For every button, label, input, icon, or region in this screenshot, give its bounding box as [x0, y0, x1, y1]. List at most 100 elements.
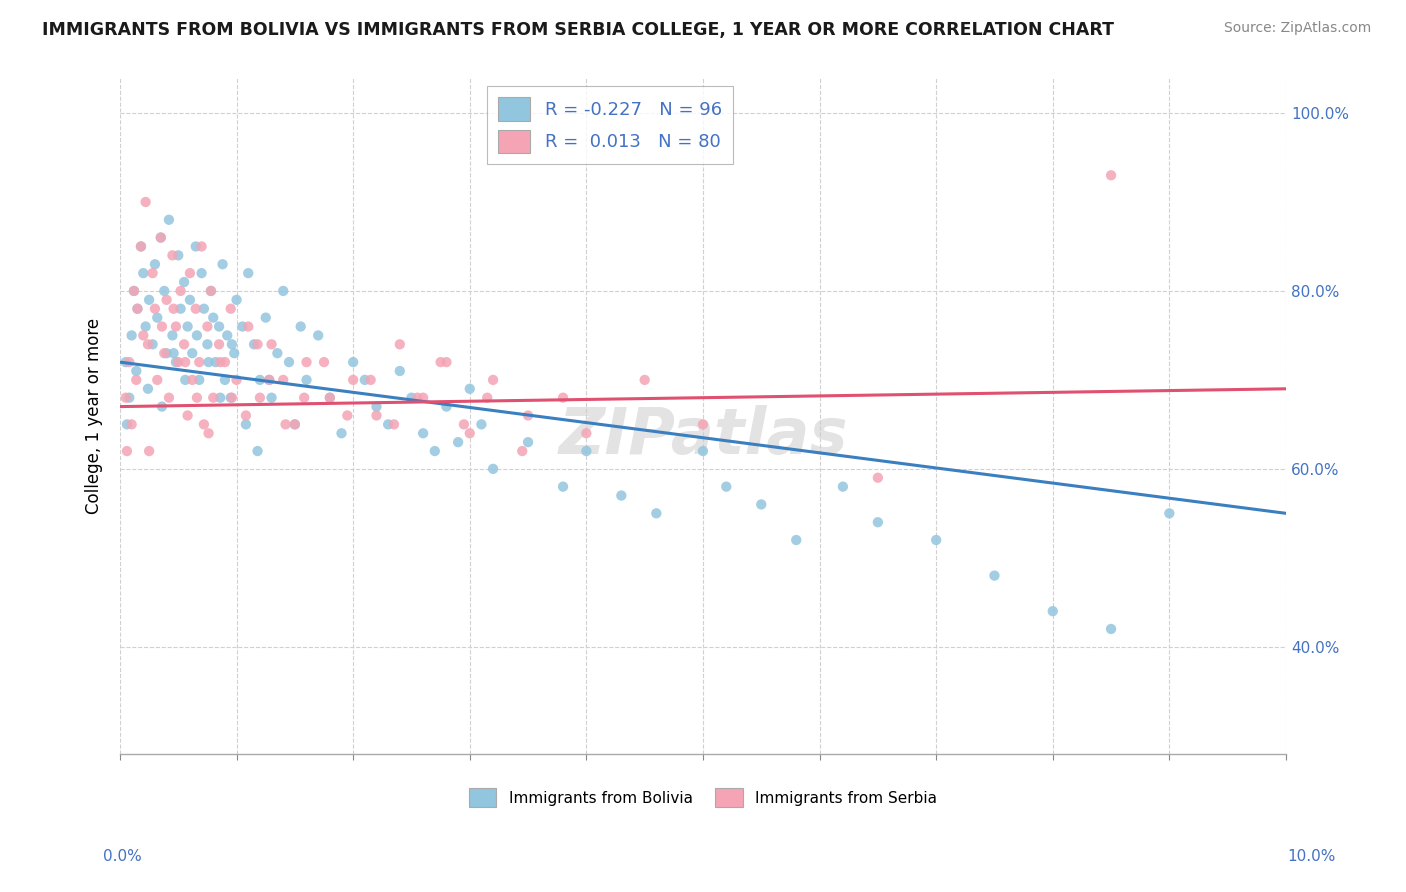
Point: [136, 337, 159, 351]
Point: [360, 373, 382, 387]
Point: [150, 319, 173, 334]
Point: [127, 301, 149, 316]
Point: [983, 568, 1005, 582]
Point: [190, 239, 212, 253]
Point: [274, 417, 297, 432]
Point: [307, 328, 329, 343]
Point: [224, 346, 246, 360]
Point: [482, 373, 505, 387]
Point: [184, 301, 207, 316]
Point: [138, 444, 160, 458]
Point: [312, 355, 335, 369]
Y-axis label: College, 1 year or more: College, 1 year or more: [86, 318, 103, 514]
Point: [162, 301, 184, 316]
Point: [122, 284, 145, 298]
Point: [447, 435, 470, 450]
Point: [271, 373, 294, 387]
Point: [118, 355, 141, 369]
Point: [188, 355, 211, 369]
Point: [295, 373, 318, 387]
Point: [260, 391, 283, 405]
Point: [692, 417, 714, 432]
Text: ZIPatlas: ZIPatlas: [558, 405, 848, 467]
Point: [186, 328, 208, 343]
Point: [200, 284, 222, 298]
Point: [353, 373, 375, 387]
Point: [115, 444, 138, 458]
Point: [197, 319, 219, 334]
Point: [257, 373, 280, 387]
Point: [470, 417, 492, 432]
Point: [238, 319, 260, 334]
Point: [176, 319, 198, 334]
Point: [138, 293, 160, 307]
Point: [266, 346, 288, 360]
Point: [634, 373, 657, 387]
Point: [412, 391, 434, 405]
Point: [388, 364, 411, 378]
Point: [866, 471, 889, 485]
Point: [162, 346, 184, 360]
Point: [169, 284, 191, 298]
Point: [401, 391, 423, 405]
Point: [202, 391, 225, 405]
Point: [179, 293, 201, 307]
Point: [235, 409, 257, 423]
Point: [135, 194, 157, 209]
Point: [174, 355, 197, 369]
Point: [114, 355, 136, 369]
Point: [135, 319, 157, 334]
Point: [173, 337, 195, 351]
Point: [477, 391, 499, 405]
Point: [181, 373, 204, 387]
Point: [458, 382, 481, 396]
Text: Source: ZipAtlas.com: Source: ZipAtlas.com: [1223, 21, 1371, 35]
Point: [208, 319, 231, 334]
Point: [575, 444, 598, 458]
Point: [551, 391, 574, 405]
Point: [157, 391, 180, 405]
Point: [235, 417, 257, 432]
Point: [458, 426, 481, 441]
Point: [143, 257, 166, 271]
Point: [388, 337, 411, 351]
Point: [122, 284, 145, 298]
Point: [146, 373, 169, 387]
Point: [342, 373, 364, 387]
Point: [925, 533, 948, 547]
Point: [132, 266, 155, 280]
Point: [610, 489, 633, 503]
Point: [246, 444, 269, 458]
Point: [197, 355, 219, 369]
Point: [114, 391, 136, 405]
Point: [149, 230, 172, 244]
Point: [423, 444, 446, 458]
Point: [336, 409, 359, 423]
Point: [176, 409, 198, 423]
Point: [382, 417, 405, 432]
Point: [153, 346, 176, 360]
Point: [142, 266, 165, 280]
Point: [284, 417, 307, 432]
Point: [214, 355, 236, 369]
Point: [204, 355, 226, 369]
Point: [436, 400, 458, 414]
Point: [716, 480, 738, 494]
Point: [202, 310, 225, 325]
Point: [785, 533, 807, 547]
Point: [209, 355, 232, 369]
Point: [193, 417, 215, 432]
Point: [510, 444, 533, 458]
Point: [692, 444, 714, 458]
Point: [190, 266, 212, 280]
Text: 0.0%: 0.0%: [103, 849, 142, 864]
Point: [645, 506, 668, 520]
Point: [143, 301, 166, 316]
Legend: Immigrants from Bolivia, Immigrants from Serbia: Immigrants from Bolivia, Immigrants from…: [463, 781, 943, 814]
Point: [412, 426, 434, 441]
Point: [1159, 506, 1181, 520]
Point: [125, 373, 148, 387]
Point: [225, 293, 247, 307]
Point: [377, 417, 399, 432]
Point: [129, 239, 152, 253]
